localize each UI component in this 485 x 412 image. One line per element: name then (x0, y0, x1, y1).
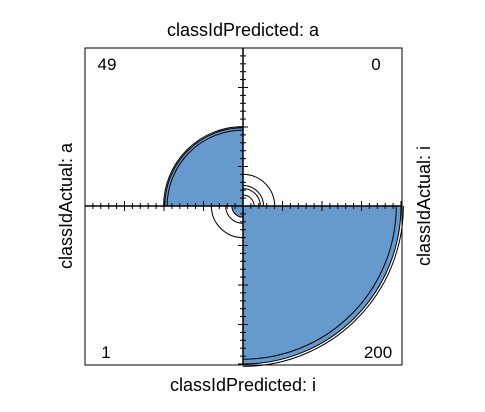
right-label: classIdActual: i (414, 146, 434, 266)
ring-top-left-1 (163, 126, 244, 207)
axis-layer (84, 47, 402, 365)
top-label: classIdPredicted: a (167, 20, 320, 40)
ring-top-right-3 (242, 184, 265, 207)
ring-bottom-right-0 (242, 205, 397, 360)
quadrant-bottom-right (242, 205, 402, 365)
ring-bottom-left-0 (225, 205, 244, 224)
count-bottom-left: 1 (101, 343, 110, 362)
bottom-label: classIdPredicted: i (170, 375, 316, 395)
count-top-right: 0 (371, 55, 380, 74)
ring-bottom-left-1 (210, 205, 244, 239)
ring-layer (163, 126, 404, 367)
ring-bottom-right-1 (242, 205, 404, 367)
count-top-left: 49 (98, 55, 117, 74)
quadrant-bottom-left (231, 205, 244, 218)
count-bottom-right: 200 (364, 343, 392, 362)
plot-frame (84, 47, 403, 366)
ring-top-right-2 (242, 194, 255, 207)
ring-top-right-1 (242, 173, 276, 207)
ring-top-left-0 (166, 129, 244, 207)
ring-top-right-0 (242, 188, 261, 207)
left-label: classIdActual: a (56, 142, 76, 269)
quadrant-layer (164, 127, 402, 365)
quadrant-top-left (164, 127, 244, 207)
